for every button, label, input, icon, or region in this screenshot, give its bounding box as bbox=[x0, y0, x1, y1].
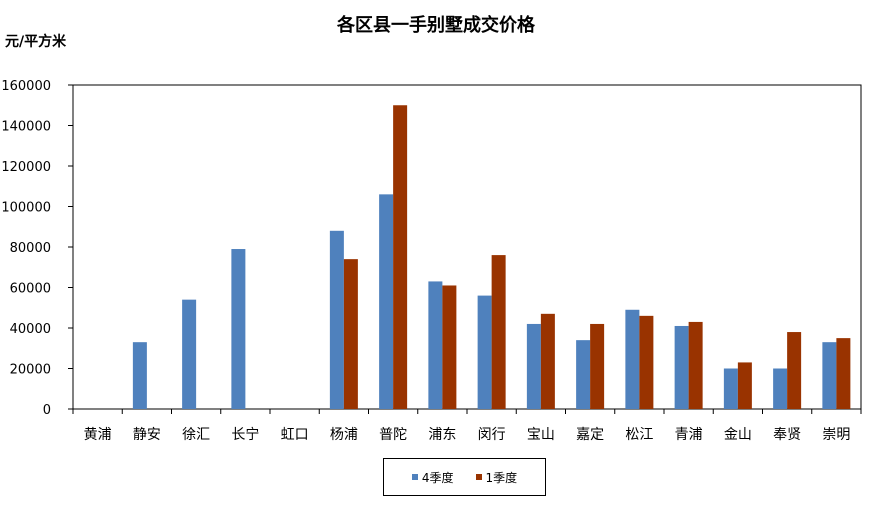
bar-series-1-松江 bbox=[625, 309, 640, 409]
bar-series-2-松江 bbox=[639, 315, 654, 409]
y-tick-label: 40000 bbox=[10, 322, 51, 337]
legend-swatch-series-2 bbox=[475, 474, 482, 480]
bar-series-1-奉贤 bbox=[773, 368, 788, 409]
legend-label-series-1: 4季度 bbox=[421, 470, 454, 485]
x-tick-label: 杨浦 bbox=[330, 427, 358, 443]
legend: 4季度 1季度 bbox=[383, 458, 546, 496]
x-tick-label: 长宁 bbox=[231, 426, 259, 443]
legend-item-series-1: 4季度 bbox=[411, 469, 454, 486]
y-tick-label: 80000 bbox=[10, 241, 51, 256]
x-tick-label: 普陀 bbox=[379, 427, 407, 443]
y-tick-label: 0 bbox=[43, 403, 51, 418]
bar-series-2-崇明 bbox=[836, 338, 851, 409]
legend-item-series-2: 1季度 bbox=[475, 469, 518, 486]
x-tick-label: 奉贤 bbox=[773, 427, 801, 443]
bar-series-1-嘉定 bbox=[576, 340, 591, 409]
bar-series-1-长宁 bbox=[231, 249, 246, 409]
bar-series-1-杨浦 bbox=[329, 230, 344, 409]
x-tick-label: 浦东 bbox=[428, 427, 456, 443]
bar-series-1-静安 bbox=[132, 342, 147, 409]
bar-series-2-杨浦 bbox=[343, 259, 358, 409]
bar-series-1-普陀 bbox=[379, 194, 394, 409]
y-tick-label: 120000 bbox=[1, 160, 51, 175]
bar-series-1-闵行 bbox=[477, 295, 492, 409]
y-tick-label: 60000 bbox=[10, 282, 51, 297]
chart-title: 各区县一手别墅成交价格 bbox=[337, 15, 535, 36]
legend-label-series-2: 1季度 bbox=[485, 470, 518, 485]
bars-group bbox=[132, 105, 851, 409]
x-tick-label: 青浦 bbox=[675, 427, 703, 443]
bar-series-2-青浦 bbox=[688, 321, 703, 409]
bar-series-1-徐汇 bbox=[182, 299, 197, 409]
x-tick-label: 松江 bbox=[625, 427, 653, 443]
x-tick-label: 徐汇 bbox=[182, 427, 210, 443]
y-axis: 0 20000 40000 60000 80000 100000 120000 140000 1… bbox=[1, 79, 73, 418]
bar-series-2-嘉定 bbox=[590, 323, 605, 409]
bar-series-2-奉贤 bbox=[787, 332, 802, 409]
y-tick-label: 160000 bbox=[1, 79, 51, 94]
bar-series-2-普陀 bbox=[393, 105, 408, 409]
y-tick-label: 20000 bbox=[10, 363, 51, 378]
bar-series-1-宝山 bbox=[526, 323, 541, 409]
bar-series-1-金山 bbox=[723, 368, 738, 409]
x-tick-label: 宝山 bbox=[527, 427, 555, 443]
x-tick-label: 虹口 bbox=[281, 427, 309, 443]
bar-series-1-崇明 bbox=[822, 342, 837, 409]
legend-swatch-series-1 bbox=[411, 474, 418, 480]
bar-series-2-宝山 bbox=[540, 313, 555, 409]
y-axis-unit-label: 元/平方米 bbox=[5, 34, 67, 50]
bar-series-1-青浦 bbox=[674, 325, 689, 409]
x-tick-label: 嘉定 bbox=[576, 427, 604, 443]
x-tick-label: 崇明 bbox=[822, 427, 850, 443]
bar-series-2-浦东 bbox=[442, 285, 457, 409]
x-tick-label: 金山 bbox=[724, 427, 752, 443]
y-tick-label: 140000 bbox=[1, 120, 51, 135]
y-tick-label: 100000 bbox=[1, 201, 51, 216]
x-axis: 黄浦 静安 徐汇 长宁 虹口 杨浦 普陀 浦东 闵行 宝山 嘉定 松江 青浦 金山 奉贤 崇明 bbox=[72, 409, 862, 443]
x-tick-label: 闵行 bbox=[478, 427, 506, 443]
x-tick-label: 静安 bbox=[133, 427, 161, 443]
bar-series-2-金山 bbox=[737, 362, 752, 409]
bar-series-1-浦东 bbox=[428, 281, 443, 409]
bar-series-2-闵行 bbox=[491, 255, 506, 409]
x-tick-label: 黄浦 bbox=[84, 426, 112, 443]
